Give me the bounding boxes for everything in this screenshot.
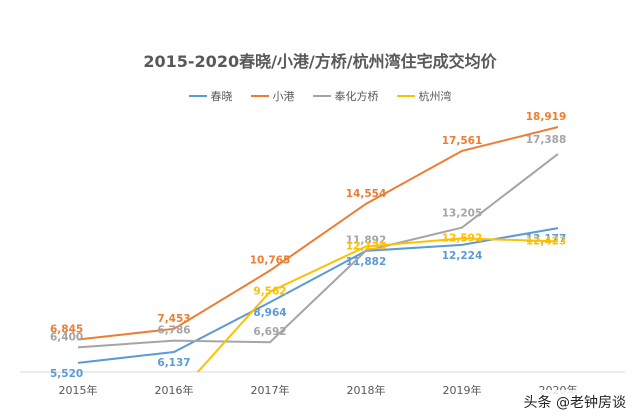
data-label: 13,205 (442, 208, 483, 220)
data-label: 14,554 (346, 188, 387, 200)
legend-item: 春晓 (188, 88, 233, 104)
series-group (77, 126, 559, 341)
legend-label: 杭州湾 (418, 90, 452, 103)
data-label: 6,692 (253, 326, 286, 338)
chart-title: 2015-2020春晓/小港/方桥/杭州湾住宅成交均价 (143, 52, 497, 71)
series-line (77, 227, 559, 364)
legend-item: 杭州湾 (396, 88, 452, 104)
data-label: 6,137 (157, 357, 190, 369)
series-group (77, 153, 559, 349)
legend-label: 奉化方桥 (334, 90, 379, 103)
data-label: 12,423 (526, 235, 567, 247)
data-label: 17,388 (526, 134, 567, 146)
watermark-text: 头条 @老钟房谈 (519, 390, 630, 414)
data-label: 18,919 (526, 111, 567, 123)
legend-swatch (250, 95, 269, 97)
series-group (77, 227, 559, 364)
data-label: 12,133 (346, 240, 387, 252)
data-label: 6,400 (50, 331, 83, 343)
series-line (77, 153, 559, 349)
x-tick-label: 2016年 (155, 383, 194, 397)
data-label: 7,453 (157, 313, 190, 325)
chart-legend: 春晓 小港 奉化方桥 杭州湾 (0, 88, 640, 104)
legend-item: 奉化方桥 (312, 88, 379, 104)
data-label: 11,882 (346, 256, 387, 268)
legend-item: 小港 (250, 88, 295, 104)
legend-label: 小港 (272, 90, 295, 103)
x-tick-label: 2019年 (443, 383, 482, 397)
data-label: 17,561 (442, 135, 483, 147)
x-tick-label: 2018年 (347, 383, 386, 397)
legend-swatch (312, 95, 331, 97)
series-line (77, 126, 559, 341)
legend-swatch (188, 95, 207, 97)
series-group (196, 237, 559, 372)
data-label: 8,964 (253, 307, 286, 319)
series-line (196, 237, 559, 372)
data-label: 11,892 (346, 235, 387, 247)
data-label: 6,845 (50, 324, 83, 336)
x-tick-label: 2017年 (251, 383, 290, 397)
data-label: 12,224 (442, 250, 483, 262)
data-label: 9,562 (253, 286, 286, 298)
data-label: 6,786 (157, 325, 190, 337)
x-tick-label: 2015年 (59, 383, 98, 397)
legend-swatch (396, 95, 415, 97)
data-label: 12,592 (442, 232, 483, 244)
legend-label: 春晓 (210, 90, 233, 103)
data-label: 5,520 (50, 368, 83, 380)
data-label: 10,765 (250, 255, 291, 267)
